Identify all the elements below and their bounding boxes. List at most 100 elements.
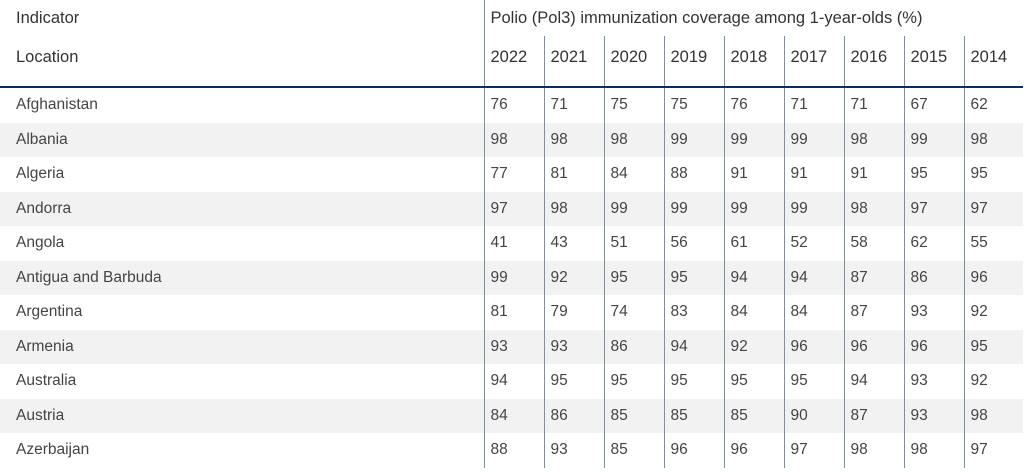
value-cell: 94 [663,329,724,364]
value-cell: 94 [483,364,544,399]
value-cell: 87 [843,295,904,330]
value-cell: 85 [723,398,784,433]
year-header[interactable]: 2017 [783,36,844,88]
value-cell: 79 [543,295,604,330]
value-cell: 98 [843,122,904,157]
location-cell: Armenia [0,329,484,364]
year-header[interactable]: 2019 [663,36,724,88]
value-cell: 99 [783,122,844,157]
value-cell: 95 [903,157,964,192]
value-cell: 99 [483,260,544,295]
value-cell: 41 [483,226,544,261]
value-cell: 77 [483,157,544,192]
value-cell: 61 [723,226,784,261]
table-row: Algeria 77 81 84 88 91 91 91 95 95 [0,157,1024,192]
table-row: Afghanistan 76 71 75 75 76 71 71 67 62 [0,87,1024,123]
value-cell: 98 [903,433,964,468]
value-cell: 92 [723,329,784,364]
year-header[interactable]: 2021 [543,36,604,88]
table-row: Austria 84 86 85 85 85 90 87 93 98 [0,398,1024,433]
value-cell: 71 [783,87,844,123]
value-cell: 86 [903,260,964,295]
value-cell: 81 [543,157,604,192]
table-header: Indicator Polio (Pol3) immunization cove… [0,0,1024,88]
value-cell: 88 [483,433,544,468]
year-header[interactable]: 2016 [843,36,904,88]
value-cell: 58 [843,226,904,261]
value-cell: 56 [663,226,724,261]
table-body: Afghanistan 76 71 75 75 76 71 71 67 62 Albania 98 98… [0,87,1024,468]
value-cell: 95 [603,260,664,295]
value-cell: 92 [963,295,1024,330]
value-cell: 96 [663,433,724,468]
header-row-indicator: Indicator Polio (Pol3) immunization cove… [0,0,1024,36]
value-cell: 52 [783,226,844,261]
value-cell: 71 [543,87,604,123]
value-cell: 95 [663,260,724,295]
value-cell: 97 [963,433,1024,468]
value-cell: 51 [603,226,664,261]
value-cell: 98 [843,191,904,226]
value-cell: 87 [843,260,904,295]
table-row: Angola 41 43 51 56 61 52 58 62 55 [0,226,1024,261]
value-cell: 97 [783,433,844,468]
location-cell: Albania [0,122,484,157]
value-cell: 93 [903,398,964,433]
table-row: Andorra 97 98 99 99 99 99 98 97 97 [0,191,1024,226]
value-cell: 93 [543,433,604,468]
value-cell: 84 [603,157,664,192]
value-cell: 96 [903,329,964,364]
value-cell: 97 [963,191,1024,226]
location-cell: Angola [16,234,65,252]
value-cell: 94 [723,260,784,295]
value-cell: 85 [603,398,664,433]
value-cell: 85 [663,398,724,433]
header-row-years: Location 2022 2021 2020 2019 2018 2017 2016 201… [0,36,1024,88]
value-cell: 99 [723,122,784,157]
year-header[interactable]: 2018 [723,36,784,88]
value-cell: 91 [843,157,904,192]
value-cell: 95 [603,364,664,399]
value-cell: 95 [783,364,844,399]
value-cell: 93 [543,329,604,364]
year-header[interactable]: 2014 [963,36,1024,88]
value-cell: 55 [963,226,1024,261]
year-header[interactable]: 2022 [483,36,544,88]
location-cell: Afghanistan [16,96,98,114]
value-cell: 95 [723,364,784,399]
value-cell: 98 [543,122,604,157]
year-header[interactable]: 2015 [903,36,964,88]
value-cell: 84 [483,398,544,433]
value-cell: 98 [843,433,904,468]
value-cell: 99 [903,122,964,157]
value-cell: 75 [663,87,724,123]
value-cell: 98 [603,122,664,157]
value-cell: 96 [963,260,1024,295]
year-header[interactable]: 2020 [603,36,664,88]
value-cell: 83 [663,295,724,330]
value-cell: 96 [783,329,844,364]
table-row: Azerbaijan 88 93 85 96 96 97 98 98 97 [0,433,1024,468]
value-cell: 94 [783,260,844,295]
value-cell: 99 [783,191,844,226]
value-cell: 97 [483,191,544,226]
value-cell: 97 [903,191,964,226]
indicator-title: Polio (Pol3) immunization coverage among… [483,0,1024,36]
value-cell: 86 [543,398,604,433]
value-cell: 62 [903,226,964,261]
location-cell: Australia [16,372,77,390]
value-cell: 43 [543,226,604,261]
table-row: Albania 98 98 98 99 99 99 98 99 98 [0,122,1024,157]
location-cell: Argentina [16,303,83,321]
value-cell: 81 [483,295,544,330]
location-cell: Algeria [16,165,65,183]
table-row: Argentina 81 79 74 83 84 84 87 93 92 [0,295,1024,330]
value-cell: 76 [483,87,544,123]
value-cell: 92 [963,364,1024,399]
value-cell: 91 [723,157,784,192]
value-cell: 95 [663,364,724,399]
value-cell: 93 [903,295,964,330]
value-cell: 91 [783,157,844,192]
value-cell: 98 [963,398,1024,433]
